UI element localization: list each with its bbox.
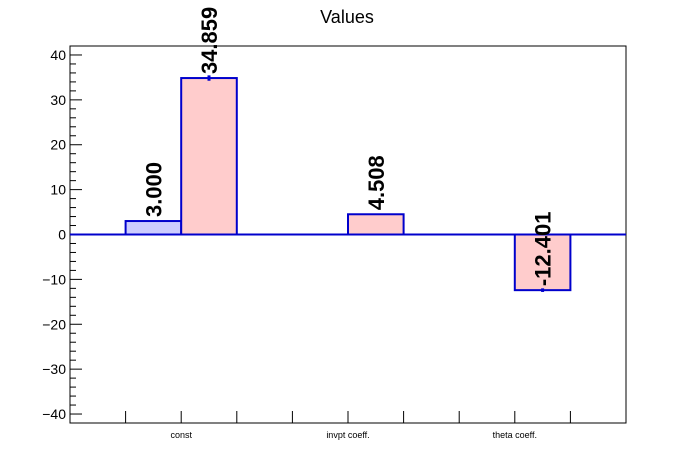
bar-value-label: 4.508 — [364, 155, 389, 210]
bar — [180, 77, 238, 236]
y-tick-label: −10 — [42, 271, 66, 287]
y-tick-label: −20 — [42, 316, 66, 332]
bar — [347, 213, 405, 236]
y-tick-label: 10 — [50, 182, 66, 198]
x-category-label: const — [170, 430, 192, 440]
bars-group — [124, 75, 572, 292]
bar-value-label: -12.401 — [531, 212, 556, 287]
x-category-label: theta coeff. — [493, 430, 537, 440]
bar — [124, 220, 183, 236]
y-tick-label: 40 — [50, 47, 66, 63]
y-tick-label: 30 — [50, 92, 66, 108]
x-category-label: invpt coeff. — [326, 430, 369, 440]
chart-title: Values — [320, 7, 374, 27]
value-labels-group: 3.000 34.859 4.508 -12.401 — [141, 7, 555, 286]
x-axis: const invpt coeff. theta coeff. — [125, 411, 571, 440]
y-tick-label: −40 — [42, 406, 66, 422]
y-tick-label: 20 — [50, 137, 66, 153]
y-tick-label: −30 — [42, 361, 66, 377]
bar-value-label: 3.000 — [141, 162, 166, 217]
bar-value-label: 34.859 — [197, 7, 222, 74]
y-tick-label: 0 — [58, 227, 66, 243]
bar — [513, 233, 572, 292]
